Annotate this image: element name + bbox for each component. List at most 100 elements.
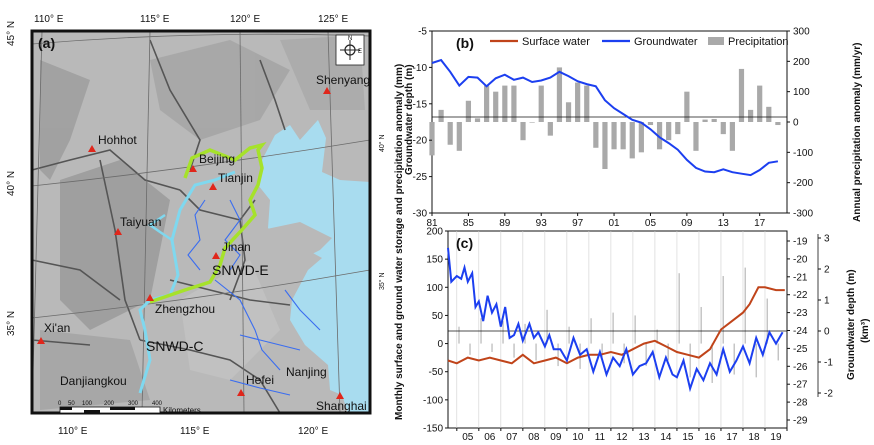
lon-label-top-110: 110° E: [34, 14, 64, 25]
precip-bar: [557, 343, 559, 367]
precip-bar: [469, 343, 471, 355]
precip-bar: [775, 122, 781, 126]
chart-b: 81 85 89 93 97 01 05 09 13 17 -5 -10 -15 -20 -25 -30 300…: [404, 27, 863, 230]
x-tick-label: 10: [572, 432, 584, 443]
y-right1-tick-label: -19: [793, 237, 808, 248]
map-peninsula: [262, 222, 332, 262]
chart-c-ylabel-left: Monthly surface and ground water storage…: [394, 64, 405, 420]
precip-bar: [722, 276, 724, 344]
city-markers: [37, 87, 344, 399]
scale-num-100: 100: [82, 401, 93, 407]
y-left-tick-label: -5: [418, 27, 427, 38]
lat-label-left-35: 35° N: [6, 311, 17, 336]
map-panel-tag: (a): [38, 35, 55, 51]
y-left-tick-label: 50: [432, 311, 444, 322]
city-label-nanjing: Nanjing: [286, 365, 327, 379]
precip-bar: [693, 122, 699, 151]
precip-bar: [666, 122, 672, 141]
city-marker-jinan: [212, 252, 220, 259]
city-label-shanghai: Shanghai: [316, 399, 367, 413]
x-tick-label: 16: [704, 432, 716, 443]
scale-bar: 0 50 100 200 300 400 Kilometers: [58, 401, 201, 415]
precip-bar: [656, 122, 663, 150]
precip-bar: [593, 122, 599, 148]
precip-bar: [702, 119, 708, 122]
city-label-tianjin: Tianjin: [218, 171, 253, 185]
scale-num-0: 0: [58, 401, 62, 407]
city-marker-hefei: [237, 389, 245, 396]
precip-bar: [465, 100, 472, 122]
y-right-tick-label: 0: [793, 118, 799, 129]
y-left-tick-label: -20: [413, 136, 428, 147]
groundwater-depth-line: [431, 58, 779, 177]
y-right2-tick-label: 3: [824, 234, 830, 245]
city-label-jinan: Jinan: [222, 240, 251, 254]
x-tick-label: 93: [536, 218, 548, 229]
city-label-zhengzhou: Zhengzhou: [155, 302, 215, 316]
x-tick-label: 05: [645, 218, 657, 229]
precip-bar: [568, 326, 570, 344]
precip-bar: [777, 343, 779, 361]
x-tick-label: 08: [528, 432, 540, 443]
precip-bar: [733, 343, 735, 375]
city-label-shenyang: Shenyang: [316, 73, 370, 87]
city-marker-shanghai: [336, 392, 344, 399]
legend-label-precip: Precipitation: [728, 36, 789, 48]
y-left-tick-label: -30: [413, 209, 428, 220]
precip-bar: [611, 122, 617, 150]
precip-bar: [612, 312, 614, 344]
x-tick-label: 17: [754, 218, 766, 229]
precip-bar: [602, 122, 608, 170]
x-tick-label: 17: [726, 432, 738, 443]
precip-bar: [667, 343, 669, 361]
map-panel: 110° E 115° E 120° E 125° E 110° E 115° …: [6, 14, 386, 437]
precip-bar: [711, 343, 713, 383]
y-right2-tick-label: -1: [824, 358, 833, 369]
legend-swatch-precip: [708, 37, 724, 45]
y-left-tick-label: 150: [426, 255, 443, 266]
province-borders: [31, 39, 291, 414]
y-right1-tick-label: -25: [793, 344, 808, 355]
x-tick-label: 85: [463, 218, 475, 229]
lat-label-left-40: 40° N: [6, 171, 17, 196]
x-tick-label: 06: [484, 432, 496, 443]
precip-bar: [529, 122, 535, 123]
precip-bar: [502, 85, 508, 122]
route-label-snwd-e: SNWD-E: [212, 262, 269, 278]
lat-label-inner-40: 40° N: [378, 134, 386, 152]
precip-bar: [546, 309, 548, 344]
precip-bar: [556, 67, 563, 122]
precip-bar: [429, 122, 435, 156]
lon-label-top-120: 120° E: [230, 14, 260, 25]
y-right1-tick-label: -26: [793, 362, 808, 373]
scale-num-300: 300: [128, 401, 139, 407]
y-left-tick-label: -25: [413, 172, 428, 183]
lon-label-bottom-110: 110° E: [58, 426, 88, 437]
x-tick-label: 09: [550, 432, 562, 443]
city-label-hefei: Hefei: [246, 373, 274, 387]
city-marker-shenyang: [323, 87, 331, 94]
precip-bar: [744, 267, 746, 344]
chart-c-plot-area: [447, 230, 788, 429]
chart-c-ylabel-right2: (km³): [860, 319, 871, 343]
city-marker-tianjin: [209, 183, 217, 190]
relief-shading: [40, 35, 365, 410]
precip-bar: [458, 326, 460, 344]
city-marker-xian: [37, 337, 45, 344]
precip-bar: [502, 321, 504, 344]
chart-b-ylabel-left: Groundwater depth (m): [404, 64, 415, 175]
y-right1-tick-label: -28: [793, 398, 808, 409]
lon-label-top-115: 115° E: [140, 14, 170, 25]
x-tick-label: 09: [681, 218, 693, 229]
precip-bar: [638, 122, 644, 153]
lon-label-top-125: 125° E: [318, 14, 348, 25]
precip-bar: [584, 85, 590, 122]
y-right-tick-label: -300: [793, 209, 813, 220]
snwd-c-branch: [147, 213, 173, 242]
precip-bar: [474, 118, 481, 122]
y-right1-tick-label: -22: [793, 290, 808, 301]
y-right2-tick-label: -2: [824, 389, 833, 400]
x-tick-label: 11: [595, 432, 606, 443]
chart-c-panel-tag: (c): [456, 235, 473, 251]
chart-b-lines: [431, 58, 779, 177]
